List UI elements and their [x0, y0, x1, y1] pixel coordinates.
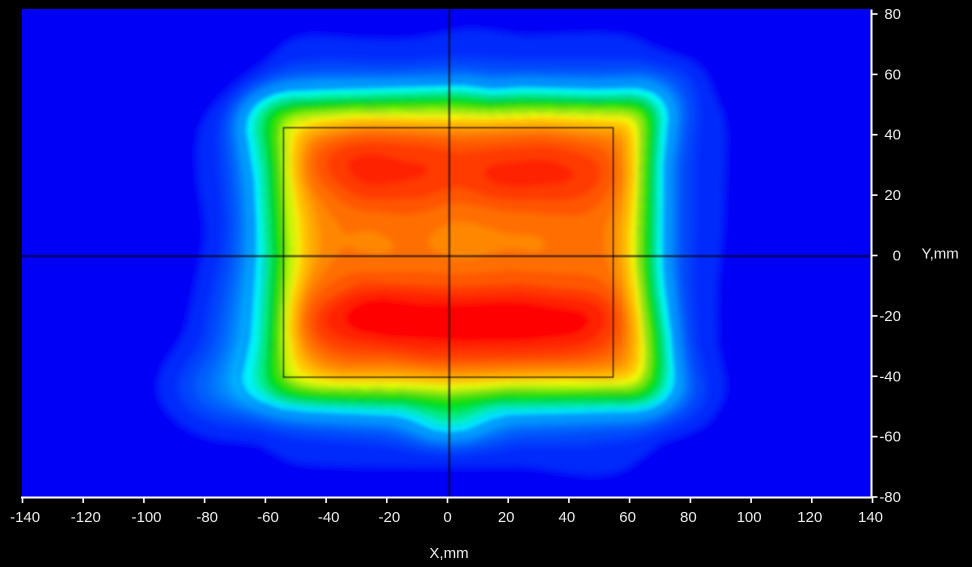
svg-text:-40: -40	[318, 509, 340, 526]
svg-text:80: 80	[680, 509, 697, 526]
svg-text:40: 40	[559, 509, 576, 526]
svg-text:-140: -140	[10, 509, 40, 526]
svg-text:-80: -80	[879, 489, 901, 506]
svg-text:-60: -60	[257, 509, 279, 526]
svg-text:20: 20	[498, 509, 515, 526]
svg-text:140: 140	[858, 509, 883, 526]
svg-text:-120: -120	[71, 509, 101, 526]
svg-text:120: 120	[797, 509, 822, 526]
svg-text:60: 60	[884, 66, 901, 83]
svg-text:0: 0	[443, 509, 451, 526]
svg-text:20: 20	[884, 187, 901, 204]
svg-text:-60: -60	[879, 429, 901, 446]
svg-text:40: 40	[884, 127, 901, 144]
svg-text:100: 100	[737, 509, 762, 526]
svg-text:-20: -20	[379, 509, 401, 526]
svg-text:80: 80	[884, 6, 901, 23]
svg-text:60: 60	[619, 509, 636, 526]
svg-text:Y,mm: Y,mm	[922, 246, 959, 263]
svg-text:-80: -80	[196, 509, 218, 526]
svg-text:-20: -20	[879, 308, 901, 325]
svg-text:-40: -40	[879, 368, 901, 385]
svg-text:0: 0	[893, 248, 901, 265]
svg-text:-100: -100	[131, 509, 161, 526]
svg-text:X,mm: X,mm	[429, 545, 468, 562]
